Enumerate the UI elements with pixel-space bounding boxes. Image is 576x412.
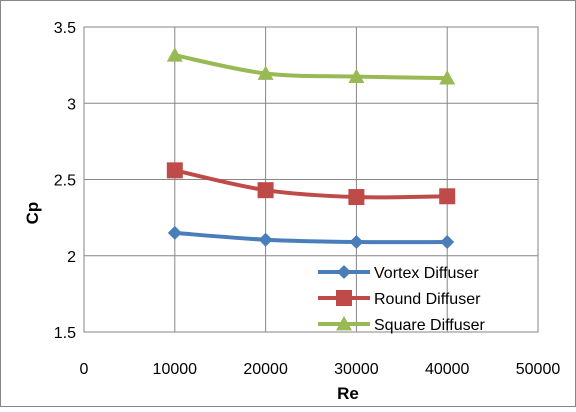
x-tick-label: 30000: [334, 361, 379, 378]
y-tick-label: 1.5: [54, 325, 76, 342]
axes: 1.5 2 2.5 3 3.5 0 10000 20000 30000 40000 50000: [54, 20, 561, 378]
legend-label-round-diffuser: Round Diffuser: [374, 291, 481, 308]
x-tick-label: 10000: [153, 361, 198, 378]
legend-marker-round-diffuser: [336, 290, 352, 306]
square-diffuser-point: [257, 65, 274, 80]
x-tick-label: 40000: [425, 361, 470, 378]
vortex-diffuser-point: [167, 225, 182, 240]
square-diffuser-point: [439, 70, 456, 85]
legend-label-vortex-diffuser: Vortex Diffuser: [374, 265, 479, 282]
y-tick-label: 3: [67, 96, 76, 113]
y-tick-label: 2: [67, 249, 76, 266]
round-diffuser-point: [166, 162, 183, 179]
x-tick-label: 0: [80, 361, 89, 378]
round-diffuser-point: [257, 182, 274, 199]
legend-label-square-diffuser: Square Diffuser: [374, 317, 486, 334]
plot-area-border: [83, 26, 539, 333]
vortex-diffuser-point: [258, 232, 273, 247]
y-axis-label: Cp: [23, 202, 42, 225]
legend: Vortex Diffuser Round Diffuser Square Diff…: [318, 265, 486, 334]
x-tick-label: 50000: [516, 361, 561, 378]
legend-marker-vortex-diffuser: [337, 265, 351, 279]
square-diffuser-line: [174, 53, 448, 81]
round-diffuser-point: [348, 189, 365, 206]
vortex-diffuser-line: [174, 230, 448, 245]
round-diffuser-line: [174, 168, 448, 200]
y-tick-label: 3.5: [54, 20, 76, 37]
round-diffuser-point: [439, 188, 456, 205]
square-diffuser-point: [348, 68, 365, 83]
y-tick-label: 2.5: [54, 173, 76, 190]
square-diffuser-point: [166, 47, 183, 62]
x-axis-label: Re: [337, 384, 359, 403]
series-layer: [166, 47, 456, 250]
x-tick-label: 20000: [243, 361, 288, 378]
legend-marker-square-diffuser: [336, 316, 352, 331]
vortex-diffuser-point: [440, 235, 455, 250]
vortex-diffuser-point: [349, 235, 364, 250]
